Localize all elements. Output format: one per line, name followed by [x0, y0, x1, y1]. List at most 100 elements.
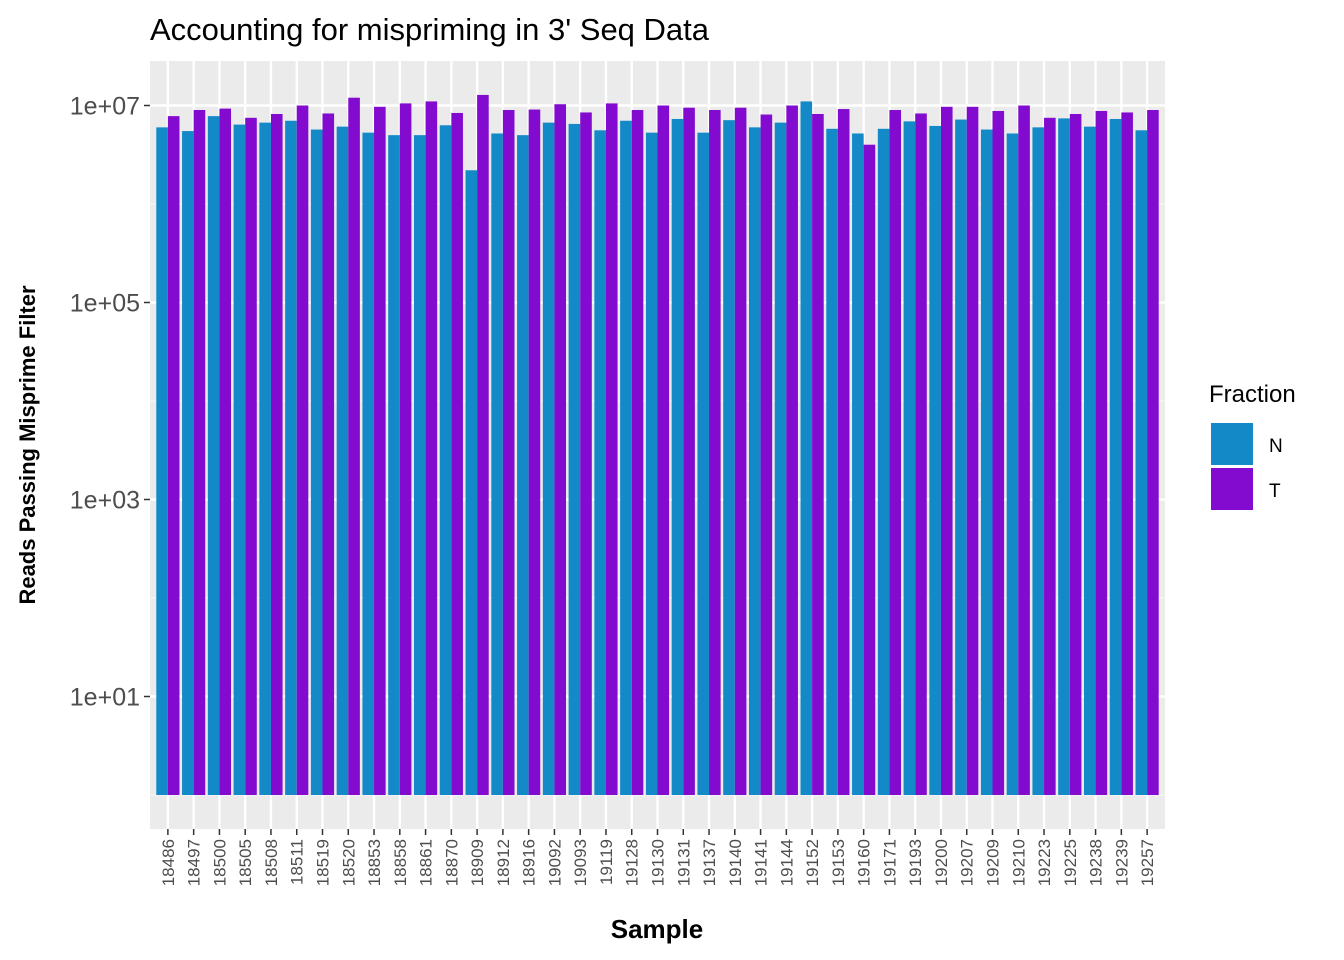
bar-N-19160	[852, 133, 864, 796]
x-tick-label: 19141	[752, 839, 771, 886]
bar-T-18505	[245, 117, 257, 796]
bar-T-19209	[992, 110, 1005, 796]
bar-N-19141	[748, 127, 761, 795]
x-tick-label: 18912	[494, 839, 513, 886]
bar-N-18500	[207, 116, 220, 796]
x-tick-label: 19152	[803, 839, 822, 886]
x-tick-label: 19093	[571, 839, 590, 886]
x-tick-label: 18508	[262, 839, 281, 886]
x-tick-label: 18858	[391, 839, 410, 886]
bar-T-18870	[451, 112, 463, 795]
legend: Fraction N T	[1209, 381, 1296, 510]
bar-N-19257	[1135, 130, 1148, 796]
bar-N-18909	[465, 170, 478, 795]
x-tick-label: 18916	[520, 839, 539, 886]
x-tick-label: 19130	[649, 839, 668, 886]
bar-T-18486	[167, 116, 180, 796]
bar-T-19141	[760, 114, 773, 796]
bar-T-18858	[399, 103, 412, 796]
bar-N-19119	[594, 130, 606, 796]
bar-N-19210	[1006, 133, 1019, 796]
bar-N-19171	[877, 128, 890, 795]
y-tick-label: 1e+03	[70, 487, 140, 515]
bar-T-19128	[631, 110, 644, 796]
legend-key-T	[1211, 468, 1253, 510]
bar-N-19239	[1109, 118, 1122, 795]
x-tick-label: 19144	[777, 839, 796, 886]
bar-N-19137	[697, 132, 710, 796]
y-axis: 1e+01 1e+03 1e+05 1e+07	[70, 93, 150, 712]
chart-title: Accounting for mispriming in 3' Seq Data	[150, 12, 710, 47]
bar-T-19130	[657, 105, 670, 795]
bar-T-19144	[786, 105, 798, 795]
bar-T-18500	[219, 108, 232, 795]
x-tick-label: 19210	[1009, 839, 1028, 886]
bar-N-19200	[929, 125, 941, 796]
bar-T-18519	[322, 113, 335, 795]
y-tick-label: 1e+07	[70, 93, 140, 121]
bar-T-19153	[837, 109, 850, 796]
x-tick-label: 18497	[185, 839, 204, 886]
bar-T-19257	[1147, 110, 1159, 796]
bar-T-18861	[425, 101, 438, 795]
x-tick-label: 19207	[958, 839, 977, 886]
bar-T-18520	[348, 97, 360, 796]
legend-title: Fraction	[1209, 381, 1296, 408]
bar-T-18508	[270, 113, 283, 796]
bar-N-18912	[491, 133, 503, 796]
bar-N-18497	[182, 131, 194, 795]
bar-T-18912	[502, 110, 515, 796]
legend-label-T: T	[1269, 481, 1281, 502]
bar-T-19093	[580, 112, 592, 796]
x-tick-label: 19200	[932, 839, 951, 886]
bar-N-19153	[826, 128, 838, 795]
bar-N-18505	[233, 124, 246, 796]
x-tick-label: 19239	[1112, 839, 1131, 886]
x-tick-label: 18861	[417, 839, 436, 886]
bar-T-19207	[966, 106, 979, 796]
bar-N-18870	[439, 125, 452, 795]
bar-T-19210	[1018, 105, 1030, 795]
x-tick-label: 19131	[674, 839, 693, 886]
x-tick-label: 19209	[984, 839, 1003, 886]
legend-key-N	[1211, 423, 1253, 465]
x-tick-label: 19153	[829, 839, 848, 886]
bar-N-19144	[774, 122, 787, 795]
bar-N-18916	[517, 135, 529, 795]
x-tick-label: 19137	[700, 839, 719, 886]
bar-N-19238	[1083, 126, 1096, 795]
x-tick-label: 18520	[339, 839, 358, 886]
bar-N-18486	[156, 127, 168, 795]
bar-N-18861	[413, 135, 426, 795]
x-tick-label: 18486	[159, 839, 178, 886]
bar-N-19128	[620, 120, 632, 796]
x-tick-label: 19171	[880, 839, 899, 886]
bar-T-19238	[1095, 110, 1108, 796]
bar-N-19223	[1032, 127, 1045, 795]
x-tick-label: 19193	[906, 839, 925, 886]
bar-N-19093	[568, 123, 581, 795]
bar-T-19193	[915, 113, 927, 795]
x-tick-label: 18870	[442, 839, 461, 886]
bar-T-19200	[940, 106, 953, 796]
x-tick-label: 19119	[597, 839, 616, 885]
bar-T-19152	[812, 113, 824, 796]
x-tick-label: 18505	[236, 839, 255, 886]
bar-T-19225	[1069, 113, 1082, 796]
bar-N-19209	[980, 129, 993, 795]
x-axis-title: Sample	[611, 914, 704, 944]
x-tick-label: 19128	[623, 839, 642, 886]
bar-N-19131	[671, 118, 684, 795]
bar-N-19225	[1058, 118, 1070, 795]
bar-T-18916	[528, 109, 541, 795]
bar-T-18511	[296, 105, 309, 795]
bar-N-19140	[723, 120, 735, 795]
bar-N-18519	[310, 129, 323, 795]
bar-N-18511	[285, 120, 297, 796]
x-tick-label: 18519	[314, 839, 333, 886]
bar-T-19171	[889, 110, 902, 796]
bar-N-18858	[388, 135, 400, 795]
x-tick-label: 18511	[288, 839, 307, 885]
bar-N-18520	[336, 126, 349, 795]
